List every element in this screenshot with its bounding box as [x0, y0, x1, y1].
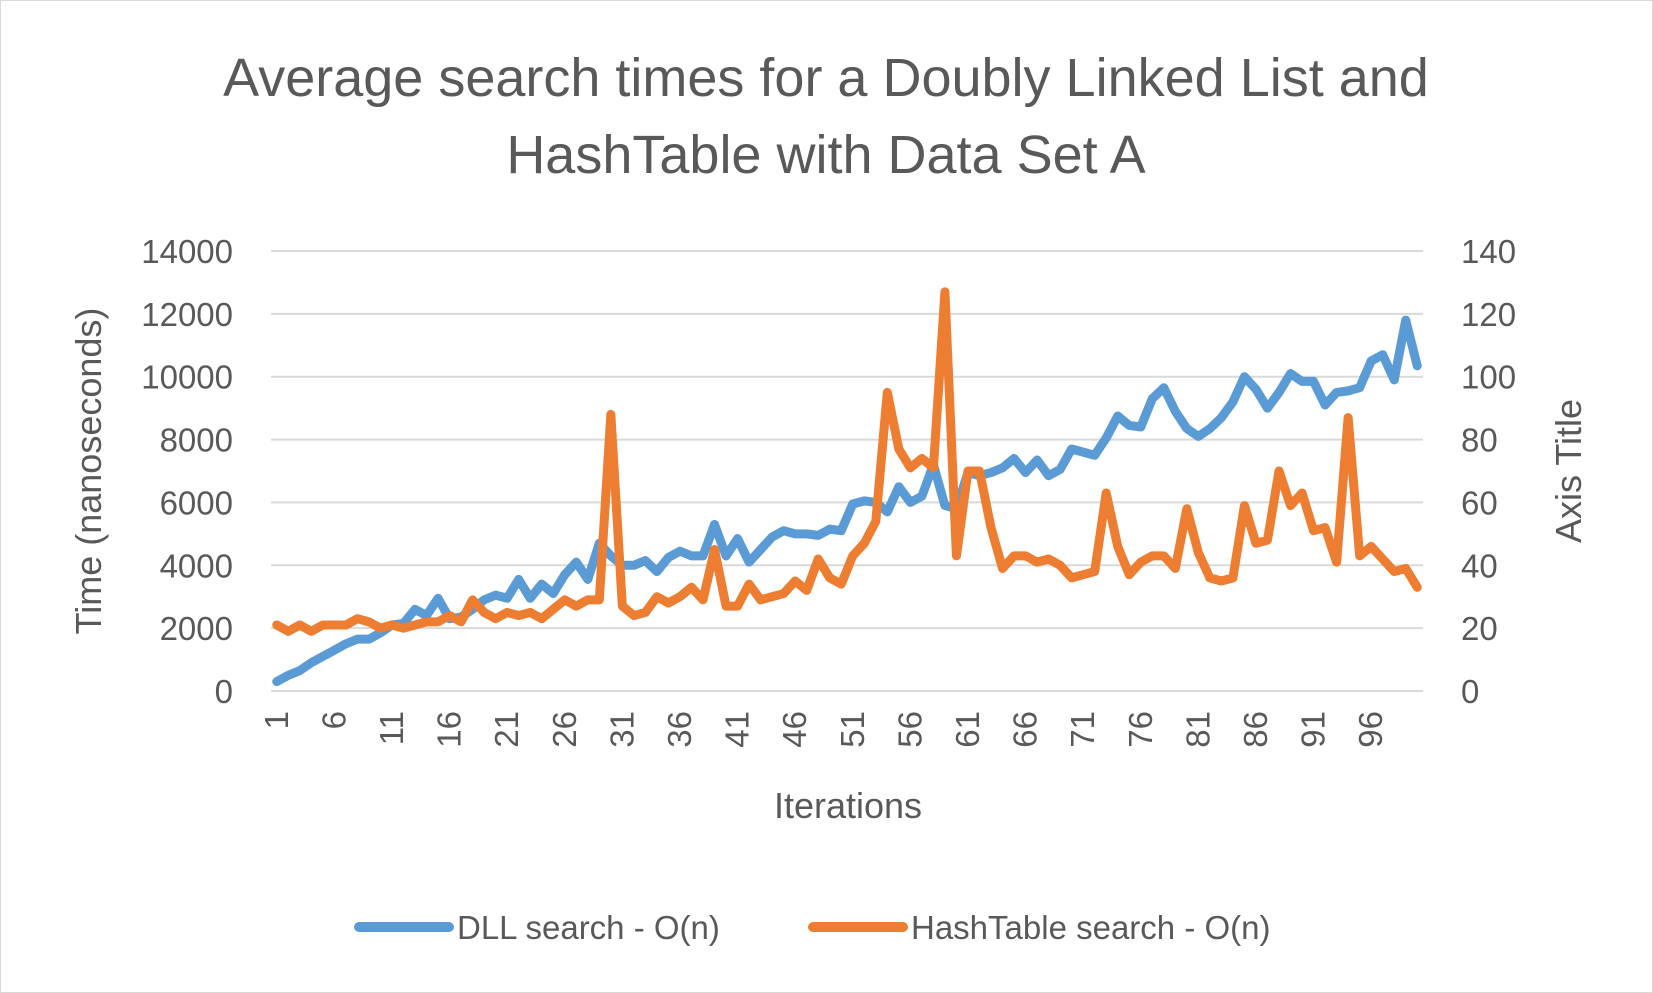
- chart-title-line-2: HashTable with Data Set A: [506, 125, 1145, 185]
- x-tick-label: 96: [1352, 711, 1389, 748]
- legend-label-dll: DLL search - O(n): [457, 909, 720, 946]
- legend: DLL search - O(n) HashTable search - O(n…: [354, 909, 1270, 946]
- chart-title-line-1: Average search times for a Doubly Linked…: [223, 48, 1429, 108]
- y-tick-label: 8000: [160, 422, 233, 459]
- y-tick-label: 0: [215, 673, 233, 710]
- x-tick-label: 76: [1122, 711, 1159, 748]
- y2-tick-label: 20: [1461, 610, 1498, 647]
- x-tick-label: 26: [546, 711, 583, 748]
- x-tick-label: 31: [603, 711, 640, 748]
- series-lines: [272, 287, 1422, 687]
- y2-tick-label: 120: [1461, 296, 1516, 333]
- x-tick-label: 11: [373, 711, 410, 745]
- x-tick-label: 51: [834, 711, 871, 748]
- y-axis-label: Time (nanoseconds): [68, 308, 109, 635]
- x-tick-label: 1: [258, 711, 295, 729]
- y2-tick-label: 60: [1461, 484, 1498, 521]
- series-line-hashtable: [272, 287, 1422, 636]
- y2-tick-label: 80: [1461, 422, 1498, 459]
- x-tick-label: 46: [776, 711, 813, 748]
- x-tick-label: 36: [661, 711, 698, 748]
- y2-axis-ticks: 0 20 40 60 80 100 120 140: [1461, 233, 1516, 710]
- y2-tick-label: 0: [1461, 673, 1479, 710]
- y2-tick-label: 40: [1461, 547, 1498, 584]
- y-tick-label: 2000: [160, 610, 233, 647]
- x-tick-label: 16: [431, 711, 468, 748]
- x-axis-ticks: 1 6 11 16 21 26 31 36 41 46 51 56 61 66 71 76 81 86 91 96: [258, 711, 1389, 748]
- y-tick-label: 14000: [141, 233, 233, 270]
- y-axis-ticks: 0 2000 4000 6000 8000 10000 12000 14000: [141, 233, 233, 710]
- x-tick-label: 56: [891, 711, 928, 748]
- x-tick-label: 81: [1179, 711, 1216, 748]
- y2-axis-label: Axis Title: [1548, 399, 1589, 543]
- x-tick-label: 21: [488, 711, 525, 748]
- x-tick-label: 66: [1007, 711, 1044, 748]
- y2-tick-label: 100: [1461, 359, 1516, 396]
- x-tick-label: 61: [949, 711, 986, 748]
- y2-tick-label: 140: [1461, 233, 1516, 270]
- x-tick-label: 41: [719, 711, 756, 748]
- x-tick-label: 71: [1064, 711, 1101, 748]
- gridlines: [271, 250, 1423, 692]
- y-tick-label: 10000: [141, 359, 233, 396]
- chart-title: Average search times for a Doubly Linked…: [223, 48, 1429, 185]
- y-tick-label: 4000: [160, 547, 233, 584]
- y-tick-label: 6000: [160, 484, 233, 521]
- y-tick-label: 12000: [141, 296, 233, 333]
- x-tick-label: 86: [1237, 711, 1274, 748]
- x-axis-label: Iterations: [774, 785, 922, 826]
- x-tick-label: 91: [1295, 711, 1332, 748]
- legend-label-hashtable: HashTable search - O(n): [911, 909, 1270, 946]
- x-tick-label: 6: [315, 711, 352, 729]
